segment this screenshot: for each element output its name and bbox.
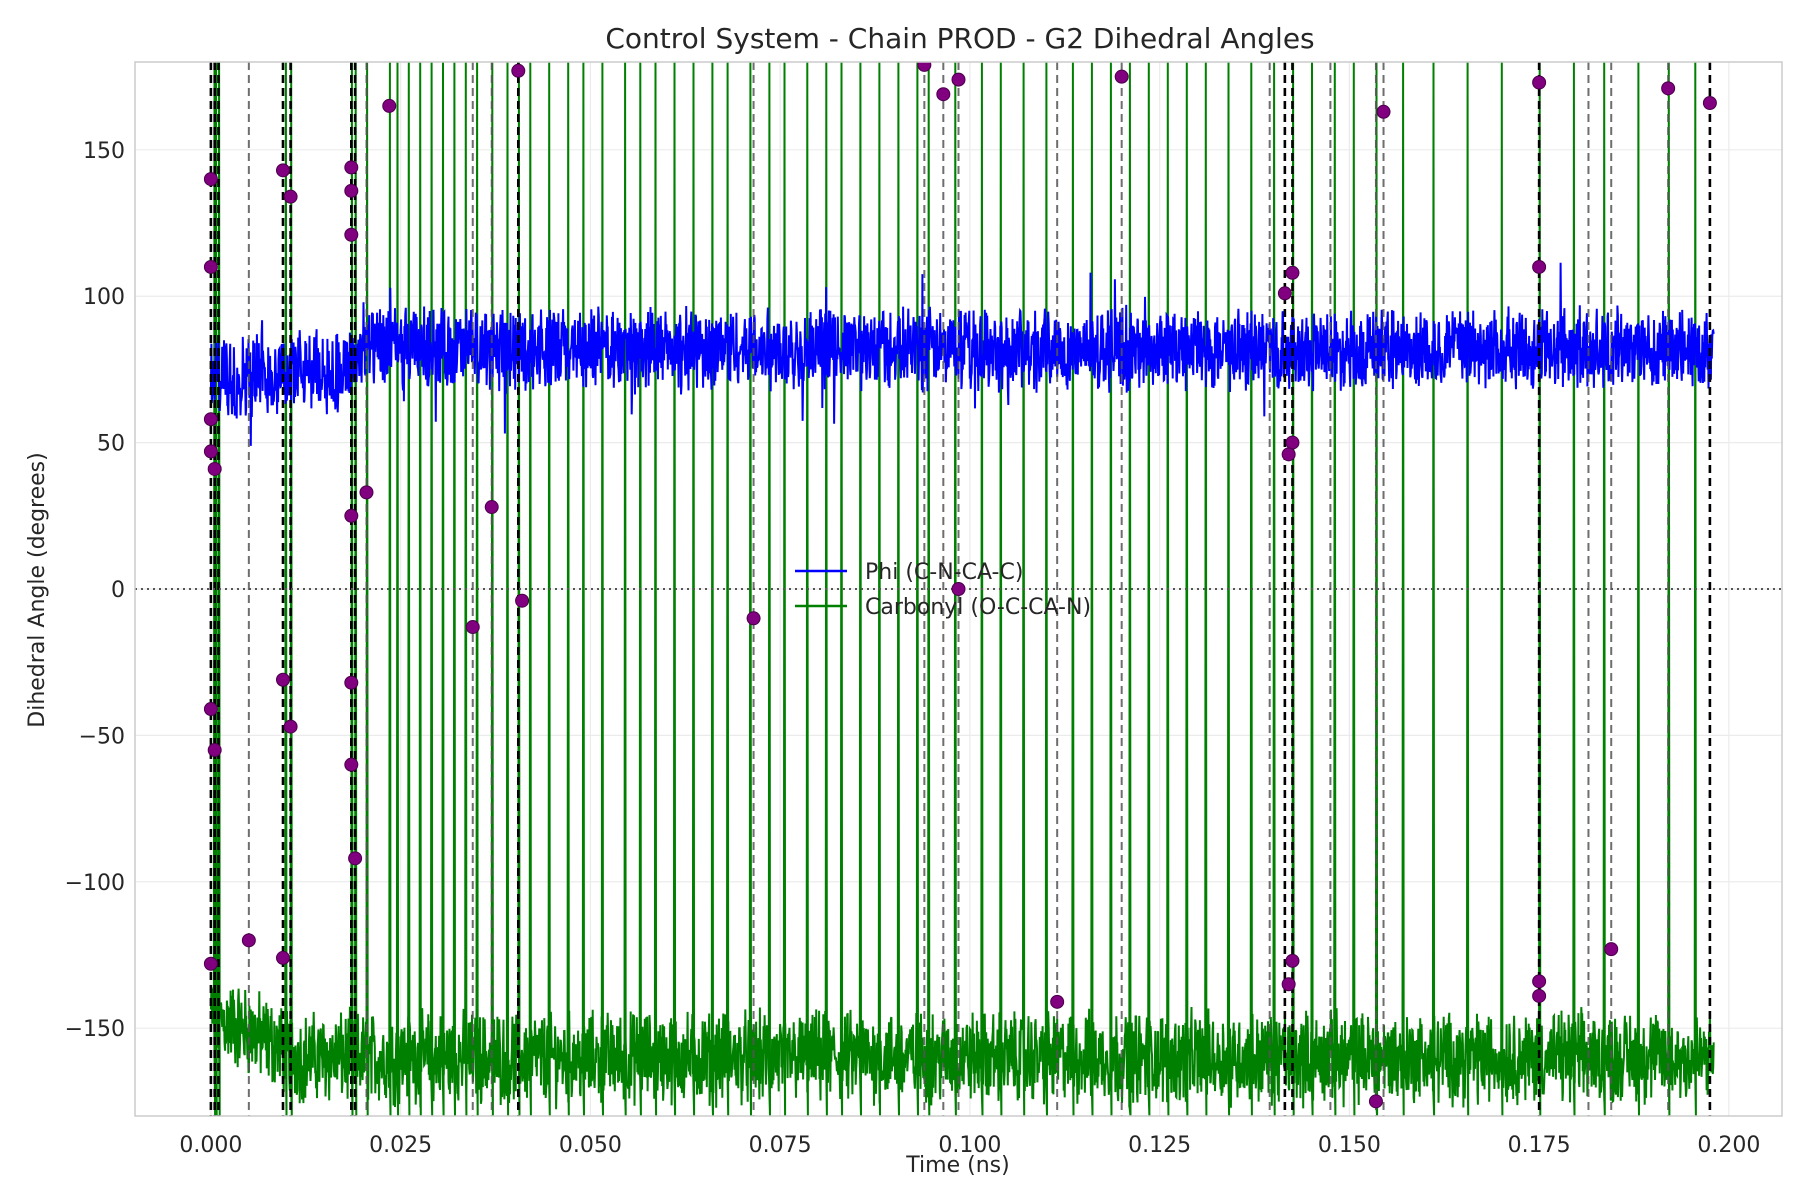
x-tick-label: 0.150 (1318, 1133, 1381, 1158)
carbonyl-series-line (209, 62, 1715, 1116)
transition-marker (1702, 95, 1717, 110)
x-tick-label: 0.075 (749, 1133, 812, 1158)
x-tick-label: 0.050 (559, 1133, 622, 1158)
transition-marker (1277, 286, 1292, 301)
transition-marker (203, 172, 218, 187)
transition-marker (1532, 988, 1547, 1003)
transition-marker (511, 63, 526, 78)
transition-marker (207, 461, 222, 476)
transition-marker (1285, 435, 1300, 450)
y-tick-label: 50 (97, 432, 125, 457)
transition-marker (1285, 265, 1300, 280)
transition-marker (951, 582, 966, 596)
legend: Phi (C-N-CA-C) Carbonyl (O-C-CA-N) (795, 560, 1091, 620)
axes-frame (134, 61, 1783, 1117)
y-tick-label: 100 (83, 285, 125, 310)
x-axis-label: Time (ns) (905, 1153, 1009, 1178)
y-axis-label: Dihedral Angle (degrees) (25, 452, 50, 727)
transition-marker (203, 956, 218, 971)
x-tick-label: 0.125 (1128, 1133, 1191, 1158)
transition-marker (207, 743, 222, 758)
transition-marker (344, 160, 359, 175)
series-group (135, 62, 1782, 1116)
x-tick-label: 0.175 (1508, 1133, 1571, 1158)
legend-label: Carbonyl (O-C-CA-N) (865, 595, 1091, 620)
transition-marker (484, 500, 499, 515)
transition-marker (203, 412, 218, 427)
transition-marker (241, 933, 256, 948)
transition-marker (348, 851, 363, 866)
transition-marker (1532, 75, 1547, 90)
transition-marker (344, 227, 359, 242)
transition-marker (1281, 447, 1296, 462)
y-tick-label: −100 (65, 871, 125, 896)
transition-marker (344, 675, 359, 690)
transition-marker (203, 259, 218, 274)
transition-marker (1368, 1094, 1383, 1109)
transition-marker (1604, 942, 1619, 957)
transition-marker (344, 183, 359, 198)
transition-marker (344, 757, 359, 772)
y-tick-label: −50 (79, 724, 125, 749)
y-tick-label: 0 (111, 578, 125, 603)
transition-marker (203, 702, 218, 717)
transition-marker (283, 189, 298, 204)
transition-marker (917, 62, 932, 72)
transition-marker (344, 508, 359, 523)
chart-title: Control System - Chain PROD - G2 Dihedra… (605, 22, 1314, 55)
transition-marker (951, 72, 966, 87)
transition-marker (1532, 974, 1547, 989)
legend-label: Phi (C-N-CA-C) (865, 560, 1023, 585)
transition-marker (1532, 259, 1547, 274)
transition-marker (1285, 953, 1300, 968)
x-tick-label: 0.100 (938, 1133, 1001, 1158)
transition-marker (1376, 104, 1391, 119)
transition-marker (382, 98, 397, 113)
x-tick-label: 0.025 (369, 1133, 432, 1158)
transition-marker (515, 593, 530, 608)
y-tick-label: −150 (65, 1017, 125, 1042)
transition-marker (276, 163, 291, 178)
x-tick-label: 0.200 (1697, 1133, 1760, 1158)
transition-marker (276, 672, 291, 687)
transition-marker (276, 950, 291, 965)
transition-marker (1281, 977, 1296, 992)
transition-marker (359, 485, 374, 500)
phi-series-line (209, 262, 1715, 446)
transition-marker (746, 611, 761, 626)
y-tick-label: 150 (83, 139, 125, 164)
transition-marker (203, 444, 218, 459)
transition-marker (1661, 81, 1676, 96)
plot-area: 0.000 0.025 0.050 0.075 0.100 0.125 0.150 0.175… (65, 61, 1783, 1158)
transition-marker (1114, 69, 1129, 84)
transition-marker (1050, 994, 1065, 1009)
transition-marker (465, 620, 480, 635)
x-tick-label: 0.000 (179, 1133, 242, 1158)
transition-marker (283, 719, 298, 734)
transition-marker (936, 87, 951, 102)
